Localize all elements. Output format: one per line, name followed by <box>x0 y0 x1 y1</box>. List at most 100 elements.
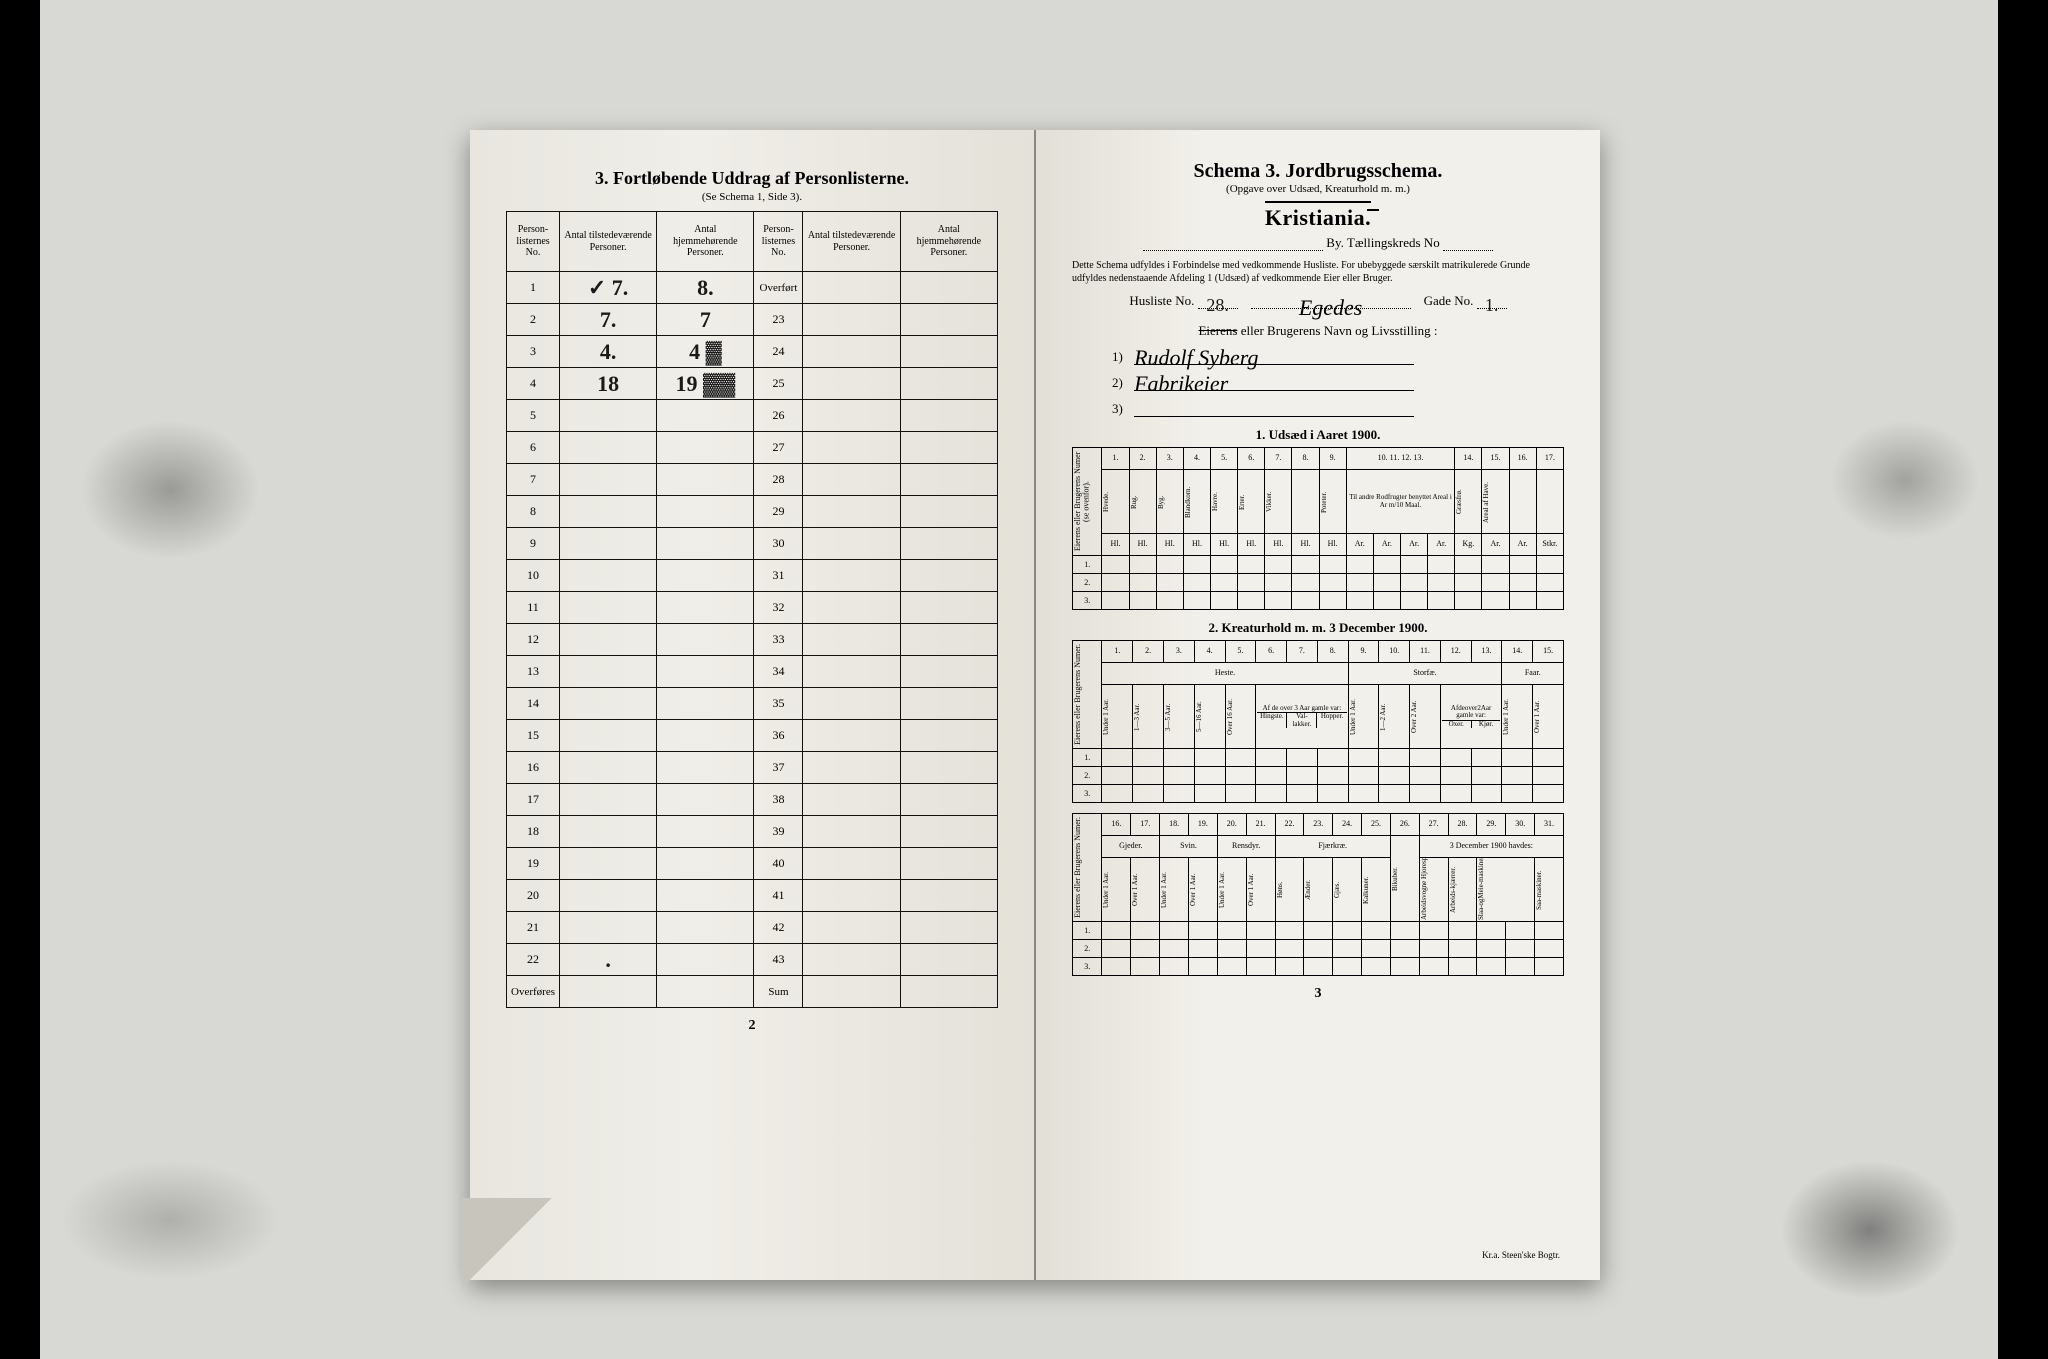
crop-label: Byg. <box>1158 472 1165 532</box>
sub-label: Under 1 Aar. <box>1103 860 1110 920</box>
owner-line-2: 2) Fabrikeier <box>1112 371 1564 391</box>
col-num: 3. <box>1163 641 1194 663</box>
gade-no: 1. <box>1485 295 1499 315</box>
table-cell: 7 <box>507 464 560 496</box>
table-cell <box>559 688 656 720</box>
table-cell <box>900 752 997 784</box>
table-cell <box>559 752 656 784</box>
table-cell <box>900 304 997 336</box>
group-svin: Svin. <box>1160 836 1218 858</box>
udsaed-table: Eierens eller Brugerens Numer (se ovenfo… <box>1072 447 1564 610</box>
table-row: 41819 ▓▓25 <box>507 368 998 400</box>
table-cell <box>657 816 754 848</box>
table-cell <box>900 688 997 720</box>
table-cell <box>559 656 656 688</box>
row-num: 1. <box>1073 922 1102 940</box>
table-cell: 1 <box>507 272 560 304</box>
sub-label: Gjæs. <box>1334 860 1341 920</box>
table-cell <box>657 656 754 688</box>
table-cell <box>559 848 656 880</box>
table-row: 22.43 <box>507 944 998 976</box>
table-cell <box>900 400 997 432</box>
table-cell <box>657 976 754 1008</box>
table-cell <box>657 944 754 976</box>
table-cell: 15 <box>507 720 560 752</box>
table-cell <box>657 464 754 496</box>
col-num: 16. <box>1102 814 1131 836</box>
table-cell <box>803 560 900 592</box>
table-cell <box>657 496 754 528</box>
col-num: 21. <box>1246 814 1275 836</box>
husliste-label: Husliste No. <box>1129 293 1194 308</box>
sub-label: Slaa-ogMeie-maskiner. <box>1478 860 1485 920</box>
table-cell: 35 <box>754 688 803 720</box>
col-num: 17. <box>1536 448 1563 470</box>
table-cell: 19 <box>507 848 560 880</box>
owner-line-3: 3) <box>1112 397 1564 417</box>
table-cell: 43 <box>754 944 803 976</box>
sub-label: Over 1 Aar. <box>1534 687 1541 747</box>
sub-label: 5—16 Aar. <box>1196 687 1203 747</box>
table-cell: . <box>559 944 656 976</box>
col-num: 5. <box>1225 641 1256 663</box>
table-row: 627 <box>507 432 998 464</box>
col-num: 14. <box>1502 641 1533 663</box>
table-row: 1435 <box>507 688 998 720</box>
sub-label: Under 1 Aar. <box>1103 687 1110 747</box>
city-name: Kristiania. <box>1265 201 1371 231</box>
table-cell <box>900 592 997 624</box>
page-number-right: 3 <box>1072 986 1564 1002</box>
table-cell <box>900 880 997 912</box>
crop-label: Vikker. <box>1266 472 1273 532</box>
col-num: 30. <box>1506 814 1535 836</box>
sub-label: Over 2 Aar. <box>1411 687 1418 747</box>
unit-label: Hl. <box>1319 534 1346 556</box>
table-cell <box>803 304 900 336</box>
table-cell <box>803 880 900 912</box>
table-cell: 23 <box>754 304 803 336</box>
right-page-header: Schema 3. Jordbrugsschema. (Opgave over … <box>1072 160 1564 251</box>
table-cell: 3 <box>507 336 560 368</box>
col-num: 12. <box>1440 641 1471 663</box>
row-num: 2. <box>1073 940 1102 958</box>
table-cell <box>559 976 656 1008</box>
owner-line-1: 1) Rudolf Syberg <box>1112 345 1564 365</box>
table-cell <box>803 624 900 656</box>
page-tear <box>462 1198 552 1288</box>
table-cell: 41 <box>754 880 803 912</box>
table-cell <box>657 752 754 784</box>
table-cell <box>900 624 997 656</box>
col-num: 20. <box>1217 814 1246 836</box>
table-cell: 37 <box>754 752 803 784</box>
table-cell: 9 <box>507 528 560 560</box>
left-section-subtitle: (Se Schema 1, Side 3). <box>506 191 998 203</box>
unit-label: Hl. <box>1265 534 1292 556</box>
table-cell <box>803 848 900 880</box>
owner-heading-struck: Eierens <box>1198 323 1237 338</box>
table-cell <box>900 432 997 464</box>
col-num: 31. <box>1535 814 1564 836</box>
table-cell <box>559 624 656 656</box>
owner-heading: Eierens eller Brugerens Navn og Livsstil… <box>1072 323 1564 339</box>
table-cell: 7 <box>657 304 754 336</box>
table-cell <box>900 720 997 752</box>
col-num: 5. <box>1211 448 1238 470</box>
group-fjaerkrae: Fjærkræ. <box>1275 836 1390 858</box>
table-cell <box>559 912 656 944</box>
unit-label: Ar. <box>1482 534 1509 556</box>
sub-label: Under 1 Aar. <box>1161 860 1168 920</box>
row-num: 3. <box>1073 785 1102 803</box>
table-cell: 22 <box>507 944 560 976</box>
table-cell <box>803 816 900 848</box>
table-row: 1031 <box>507 560 998 592</box>
sub-label: Arbeids-kjærrer. <box>1450 860 1457 920</box>
sub-label: Over 1 Aar. <box>1132 860 1139 920</box>
col-num: 16. <box>1509 448 1536 470</box>
col-num: 7. <box>1265 448 1292 470</box>
unit-label: Ar. <box>1428 534 1455 556</box>
sub-label: Under 1 Aar. <box>1350 687 1357 747</box>
table-row: 829 <box>507 496 998 528</box>
table-cell <box>559 400 656 432</box>
table-cell <box>803 432 900 464</box>
table-cell <box>657 880 754 912</box>
